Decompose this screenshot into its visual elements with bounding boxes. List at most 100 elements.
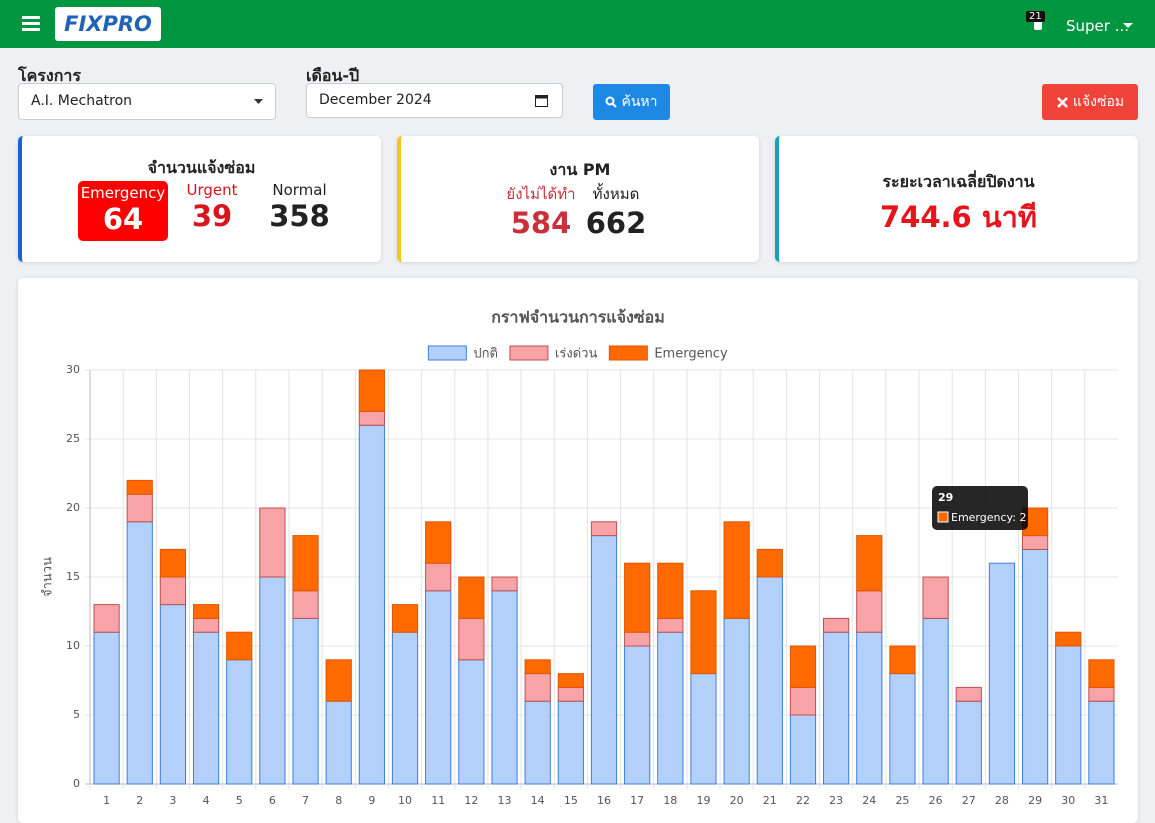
x-tick-label: 10 <box>398 794 412 807</box>
card-title: งาน PM <box>549 160 611 179</box>
bar-segment <box>259 576 286 785</box>
bar-segment <box>391 604 419 633</box>
bar-segment <box>590 521 618 537</box>
x-tick-label: 16 <box>597 794 611 807</box>
bar-segment <box>192 604 220 619</box>
bar-segment <box>624 631 651 647</box>
bar-segment <box>358 369 385 412</box>
bar-segment <box>856 631 883 785</box>
x-tick-label: 5 <box>236 794 243 807</box>
bar-segment <box>955 700 982 785</box>
tooltip-box <box>932 486 1028 530</box>
x-tick-label: 21 <box>763 794 777 807</box>
bar-segment <box>524 700 551 785</box>
bar-segment <box>823 631 850 785</box>
bar-segment <box>192 617 220 633</box>
y-tick-label: 30 <box>66 363 80 376</box>
bar-segment <box>524 659 551 675</box>
caret <box>1123 23 1133 28</box>
x-tick-label: 27 <box>962 794 976 807</box>
stat-label: Emergency <box>80 184 166 202</box>
bar-segment <box>458 576 485 619</box>
project-label: โครงการ <box>18 66 81 85</box>
legend-label: เร่งด่วน <box>555 347 598 362</box>
bar-segment <box>1088 700 1115 785</box>
bar-segment <box>292 590 319 619</box>
legend-label: Emergency <box>654 347 728 362</box>
bar-segment <box>557 686 584 702</box>
x-tick-label: 20 <box>730 794 744 807</box>
bar-segment <box>259 507 286 578</box>
x-tick-label: 3 <box>169 794 176 807</box>
x-tick-label: 2 <box>136 794 143 807</box>
stat-value: 39 <box>191 199 233 233</box>
user-menu[interactable]: Super ... <box>1066 17 1130 35</box>
bar-segment <box>789 645 817 688</box>
bar-segment <box>192 631 220 785</box>
stat-value: 662 <box>585 206 647 240</box>
bar-segment <box>226 631 253 661</box>
project-value: A.I. Mechatron <box>31 93 133 109</box>
x-tick-label: 29 <box>1028 794 1042 807</box>
month-input[interactable]: December 2024 <box>306 83 563 118</box>
bar-segment <box>491 576 518 592</box>
y-tick-label: 15 <box>66 570 80 583</box>
report-button[interactable]: แจ้งซ่อม <box>1042 84 1138 120</box>
x-tick-label: 26 <box>929 794 943 807</box>
bar-segment <box>292 617 319 785</box>
bar-segment <box>159 576 187 606</box>
x-tick-label: 25 <box>895 794 909 807</box>
stat-label: ทั้งหมด <box>592 185 640 203</box>
bar-segment <box>723 617 750 785</box>
search-text: ค้นหา <box>621 94 658 110</box>
bar-segment <box>889 673 916 785</box>
stat-value: 584 <box>510 206 572 240</box>
bar-segment <box>690 673 717 785</box>
bar-segment <box>889 645 916 675</box>
tooltip-swatch <box>937 511 949 523</box>
tooltip-text: Emergency: 2 <box>951 511 1026 524</box>
bar-segment <box>159 548 187 578</box>
bar-segment <box>325 700 352 785</box>
x-tick-label: 24 <box>862 794 876 807</box>
x-tick-label: 31 <box>1094 794 1108 807</box>
bar-segment <box>358 410 385 426</box>
repair-card: จำนวนแจ้งซ่อม Emergency 64 Urgent 39 Nor… <box>18 136 381 262</box>
x-tick-label: 28 <box>995 794 1009 807</box>
x-tick-label: 8 <box>335 794 342 807</box>
menu-icon[interactable] <box>22 15 40 31</box>
bar-segment <box>458 617 485 661</box>
x-tick-label: 13 <box>498 794 512 807</box>
bar-segment <box>425 521 452 564</box>
x-tick-label: 17 <box>630 794 644 807</box>
bar-segment <box>789 714 817 785</box>
x-tick-label: 6 <box>269 794 276 807</box>
legend-swatch <box>427 345 467 361</box>
x-tick-label: 7 <box>302 794 309 807</box>
top-bar: FIXPRO 21 Super ... <box>0 0 1155 48</box>
bar-segment <box>988 562 1016 785</box>
stat-label: ยังไม่ได้ทำ <box>506 185 576 203</box>
search-button[interactable]: ค้นหา <box>593 84 670 120</box>
bar-segment <box>955 686 982 702</box>
bar-segment <box>425 562 452 592</box>
y-tick-label: 20 <box>66 501 80 514</box>
x-tick-label: 23 <box>829 794 843 807</box>
bar-segment <box>657 631 684 785</box>
logo[interactable]: FIXPRO <box>55 7 161 41</box>
y-tick-label: 5 <box>73 708 80 721</box>
bar-segment <box>126 493 153 523</box>
project-select[interactable]: A.I. Mechatron <box>18 83 276 120</box>
bar-segment <box>856 535 883 592</box>
bar-segment <box>292 535 319 592</box>
bar-segment <box>756 576 783 785</box>
month-label: เดือน-ปี <box>306 66 360 85</box>
bar-segment <box>657 562 684 619</box>
legend: ปกติ เร่งด่วน Emergency <box>427 345 728 362</box>
x-tick-label: 30 <box>1061 794 1075 807</box>
bar-segment <box>624 645 651 785</box>
bar-segment <box>1021 535 1049 550</box>
chart-card: กราฟจำนวนการแจ้งซ่อม จำนวน 0 5 10 15 20 25 30 1… <box>18 278 1138 823</box>
bar-segment <box>624 562 651 633</box>
